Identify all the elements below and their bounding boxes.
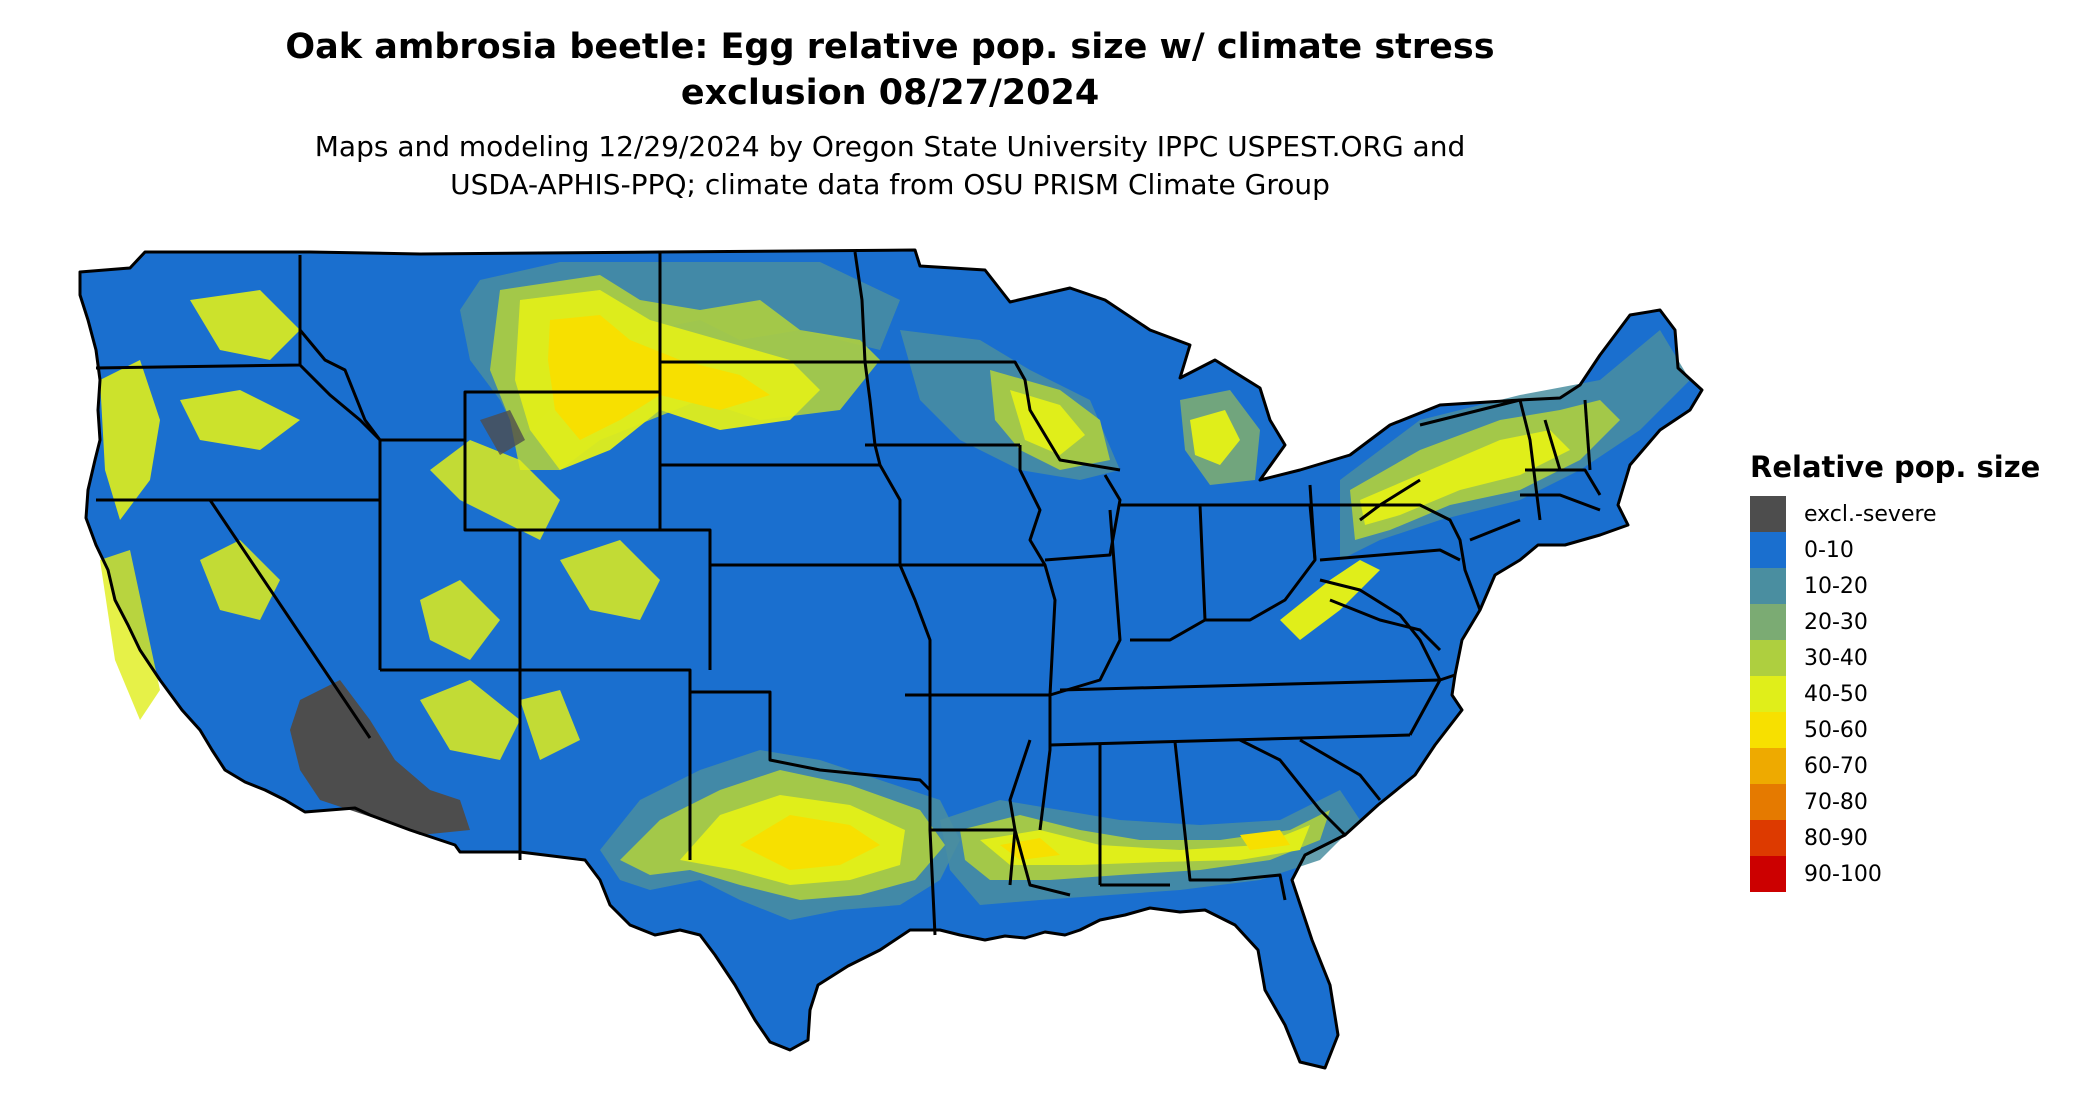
zone-excluded-idaho bbox=[480, 410, 525, 455]
legend-swatch bbox=[1750, 604, 1786, 640]
legend-item: 50-60 bbox=[1750, 712, 2090, 748]
zone-west-pnw bbox=[100, 290, 300, 520]
map-subtitle-line2: USDA-APHIS-PPQ; climate data from OSU PR… bbox=[450, 168, 1330, 201]
legend-swatch bbox=[1750, 496, 1786, 532]
legend-swatch bbox=[1750, 784, 1786, 820]
legend-swatch bbox=[1750, 532, 1786, 568]
zone-deep-south-high bbox=[980, 825, 1310, 865]
us-outline-border bbox=[78, 248, 1704, 1070]
legend-label: excl.-severe bbox=[1804, 501, 1937, 527]
zone-northeast-high bbox=[1360, 430, 1570, 525]
legend-label: 30-40 bbox=[1804, 645, 1868, 671]
legend-swatch bbox=[1750, 568, 1786, 604]
legend-label: 40-50 bbox=[1804, 681, 1868, 707]
legend-item: 30-40 bbox=[1750, 640, 2090, 676]
legend-item: 10-20 bbox=[1750, 568, 2090, 604]
legend-swatch bbox=[1750, 820, 1786, 856]
legend-swatch bbox=[1750, 640, 1786, 676]
legend-label: 50-60 bbox=[1804, 717, 1868, 743]
zone-deep-south-peak bbox=[1000, 830, 1290, 860]
legend-swatch bbox=[1750, 856, 1786, 892]
state-borders bbox=[78, 248, 1704, 1070]
legend-item: 0-10 bbox=[1750, 532, 2090, 568]
legend-item: 40-50 bbox=[1750, 676, 2090, 712]
map-subtitle-line1: Maps and modeling 12/29/2024 by Oregon S… bbox=[314, 130, 1466, 163]
zone-excluded-southwest bbox=[290, 680, 470, 835]
legend-label: 70-80 bbox=[1804, 789, 1868, 815]
legend-item: 80-90 bbox=[1750, 820, 2090, 856]
zone-west-southwest bbox=[200, 540, 580, 760]
legend-item: 60-70 bbox=[1750, 748, 2090, 784]
legend-swatch bbox=[1750, 712, 1786, 748]
suitability-overlays bbox=[100, 262, 1690, 920]
legend-label: 60-70 bbox=[1804, 753, 1868, 779]
zone-california-coast bbox=[100, 550, 160, 720]
legend: Relative pop. size excl.-severe 0-10 10-… bbox=[1750, 450, 2090, 892]
legend-title: Relative pop. size bbox=[1750, 450, 2041, 484]
us-map bbox=[78, 248, 1704, 1070]
legend-item: excl.-severe bbox=[1750, 496, 2090, 532]
zone-west-rockies bbox=[420, 440, 660, 660]
zone-southern-plains-peak bbox=[740, 815, 880, 870]
map-title-line1: Oak ambrosia beetle: Egg relative pop. s… bbox=[285, 27, 1495, 67]
legend-label: 80-90 bbox=[1804, 825, 1868, 851]
legend-rows: excl.-severe 0-10 10-20 20-30 30-40 40-5… bbox=[1750, 496, 2090, 892]
legend-swatch bbox=[1750, 748, 1786, 784]
legend-label: 90-100 bbox=[1804, 861, 1882, 887]
legend-label: 0-10 bbox=[1804, 537, 1854, 563]
legend-swatch bbox=[1750, 676, 1786, 712]
zone-michigan-high bbox=[1190, 410, 1240, 465]
map-title-line2: exclusion 08/27/2024 bbox=[680, 73, 1100, 113]
legend-item: 70-80 bbox=[1750, 784, 2090, 820]
legend-label: 20-30 bbox=[1804, 609, 1868, 635]
legend-item: 20-30 bbox=[1750, 604, 2090, 640]
legend-item: 90-100 bbox=[1750, 856, 2090, 892]
legend-label: 10-20 bbox=[1804, 573, 1868, 599]
